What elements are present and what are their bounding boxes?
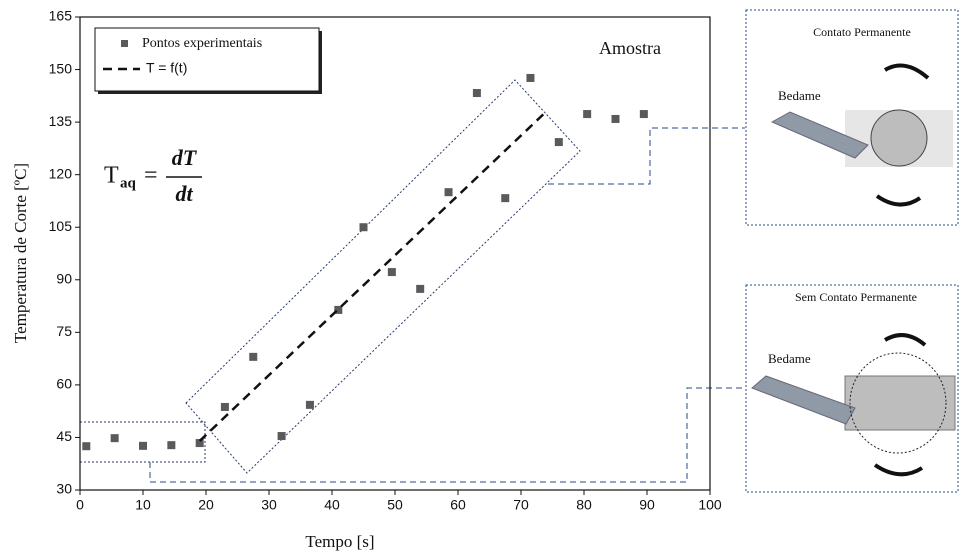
- y-tick-label: 90: [56, 270, 72, 286]
- data-point: [305, 400, 314, 409]
- tool-label: Bedame: [778, 88, 821, 103]
- data-point: [139, 441, 147, 450]
- data-point: [277, 432, 286, 441]
- data-point: [416, 284, 425, 293]
- arrow: [883, 333, 927, 347]
- data-point: [639, 110, 648, 119]
- data-point: [195, 439, 204, 448]
- piece: [870, 109, 928, 167]
- legend-marker: [121, 40, 128, 47]
- y-tick-label: 105: [49, 218, 73, 234]
- panel: [745, 284, 959, 493]
- y-axis-label: Temperatura de Corte [ºC]: [11, 163, 30, 343]
- x-tick-label: 70: [513, 497, 529, 513]
- sample-label: Amostra: [599, 38, 661, 58]
- data-point: [583, 110, 592, 119]
- rise-region: [185, 79, 581, 474]
- y-tick-label: 45: [56, 428, 72, 444]
- legend-label: Pontos experimentais: [142, 36, 262, 51]
- data-point: [110, 434, 119, 443]
- x-tick-label: 0: [76, 497, 84, 513]
- y-tick-label: 30: [56, 481, 72, 497]
- x-tick-label: 20: [198, 497, 214, 513]
- x-axis-label: Tempo [s]: [305, 532, 374, 551]
- formula-lhs: T: [104, 163, 119, 189]
- x-tick-label: 30: [261, 497, 277, 513]
- workpiece: [844, 375, 956, 431]
- y-tick-label: 135: [49, 113, 73, 129]
- y-tick-label: 165: [49, 8, 73, 24]
- data-point: [501, 194, 510, 203]
- x-tick-label: 40: [324, 497, 340, 513]
- formula-num: dT: [172, 145, 198, 170]
- formula-eq: =: [144, 163, 158, 189]
- arrow: [873, 463, 924, 477]
- panel-title: Contato Permanente: [813, 25, 911, 39]
- formula-den: dt: [175, 181, 193, 206]
- data-point: [359, 223, 368, 232]
- data-point: [220, 402, 229, 411]
- legend-label: T = f(t): [146, 60, 187, 76]
- fit-line: [198, 110, 548, 442]
- panel-title: Sem Contato Permanente: [795, 290, 917, 304]
- x-tick-label: 100: [698, 497, 722, 513]
- y-tick-label: 75: [56, 323, 72, 339]
- panel: [745, 9, 959, 226]
- data-point: [472, 89, 481, 98]
- data-point: [611, 114, 620, 123]
- tool: [751, 375, 856, 425]
- x-tick-label: 80: [576, 497, 592, 513]
- x-tick-label: 50: [387, 497, 403, 513]
- y-tick-label: 120: [49, 165, 73, 181]
- x-tick-label: 10: [135, 497, 151, 513]
- piece: [849, 352, 947, 454]
- y-tick-label: 150: [49, 60, 73, 76]
- connector: [149, 387, 745, 483]
- legend: [94, 27, 320, 92]
- data-point: [526, 73, 535, 82]
- data-point: [444, 188, 453, 197]
- data-point: [167, 441, 176, 450]
- formula-sub: aq: [120, 175, 137, 191]
- y-tick-label: 60: [56, 376, 72, 392]
- data-point: [387, 268, 396, 277]
- data-point: [82, 442, 91, 451]
- x-tick-label: 60: [450, 497, 466, 513]
- x-tick-label: 90: [639, 497, 655, 513]
- arrow: [875, 194, 922, 207]
- tool-label: Bedame: [768, 351, 811, 366]
- arrow: [883, 63, 930, 80]
- data-point: [249, 352, 258, 361]
- tool: [770, 111, 869, 159]
- data-point: [334, 305, 343, 314]
- data-point: [554, 138, 563, 147]
- connector: [548, 127, 745, 185]
